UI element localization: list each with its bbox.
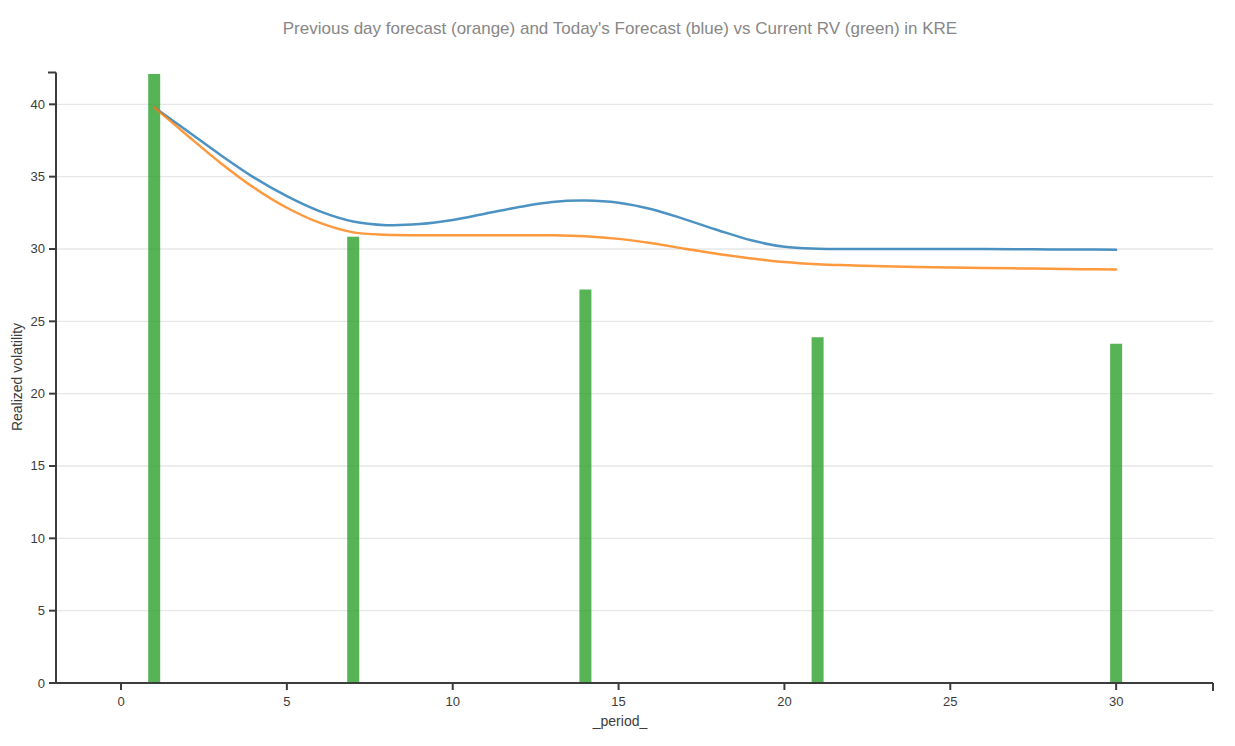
bar-current-rv	[812, 337, 824, 683]
y-tick-label: 35	[31, 169, 45, 184]
y-tick-label: 5	[38, 603, 45, 618]
bar-current-rv	[1110, 344, 1122, 683]
line-previous-day-forecast	[154, 107, 1116, 269]
bar-current-rv	[148, 74, 160, 683]
line-series	[154, 107, 1116, 269]
tick-labels: 0 5 10 15 20 25 30 35 40 0 5 10 15 20 25 30	[31, 97, 1124, 709]
chart-canvas: Previous day forecast (orange) and Today…	[0, 0, 1235, 746]
x-tick-label: 0	[117, 694, 124, 709]
x-tick-label: 5	[283, 694, 290, 709]
bar-series-current-rv	[148, 74, 1122, 683]
bar-current-rv	[347, 237, 359, 683]
gridlines	[56, 104, 1213, 610]
x-tick-label: 10	[445, 694, 459, 709]
line-today-s-forecast	[154, 107, 1116, 250]
x-tick-label: 15	[611, 694, 625, 709]
x-tick-label: 20	[777, 694, 791, 709]
x-tick-label: 30	[1109, 694, 1123, 709]
y-tick-label: 40	[31, 97, 45, 112]
y-tick-label: 30	[31, 241, 45, 256]
y-tick-label: 10	[31, 531, 45, 546]
bar-current-rv	[579, 290, 591, 683]
y-axis-label: Realized volatility	[9, 323, 25, 431]
chart-figure: Previous day forecast (orange) and Today…	[0, 0, 1235, 746]
x-tick-label: 25	[943, 694, 957, 709]
chart-title: Previous day forecast (orange) and Today…	[283, 19, 957, 38]
y-tick-label: 20	[31, 386, 45, 401]
y-tick-label: 15	[31, 458, 45, 473]
x-axis-label: _period_	[592, 713, 648, 729]
y-tick-label: 25	[31, 314, 45, 329]
y-tick-label: 0	[38, 676, 45, 691]
